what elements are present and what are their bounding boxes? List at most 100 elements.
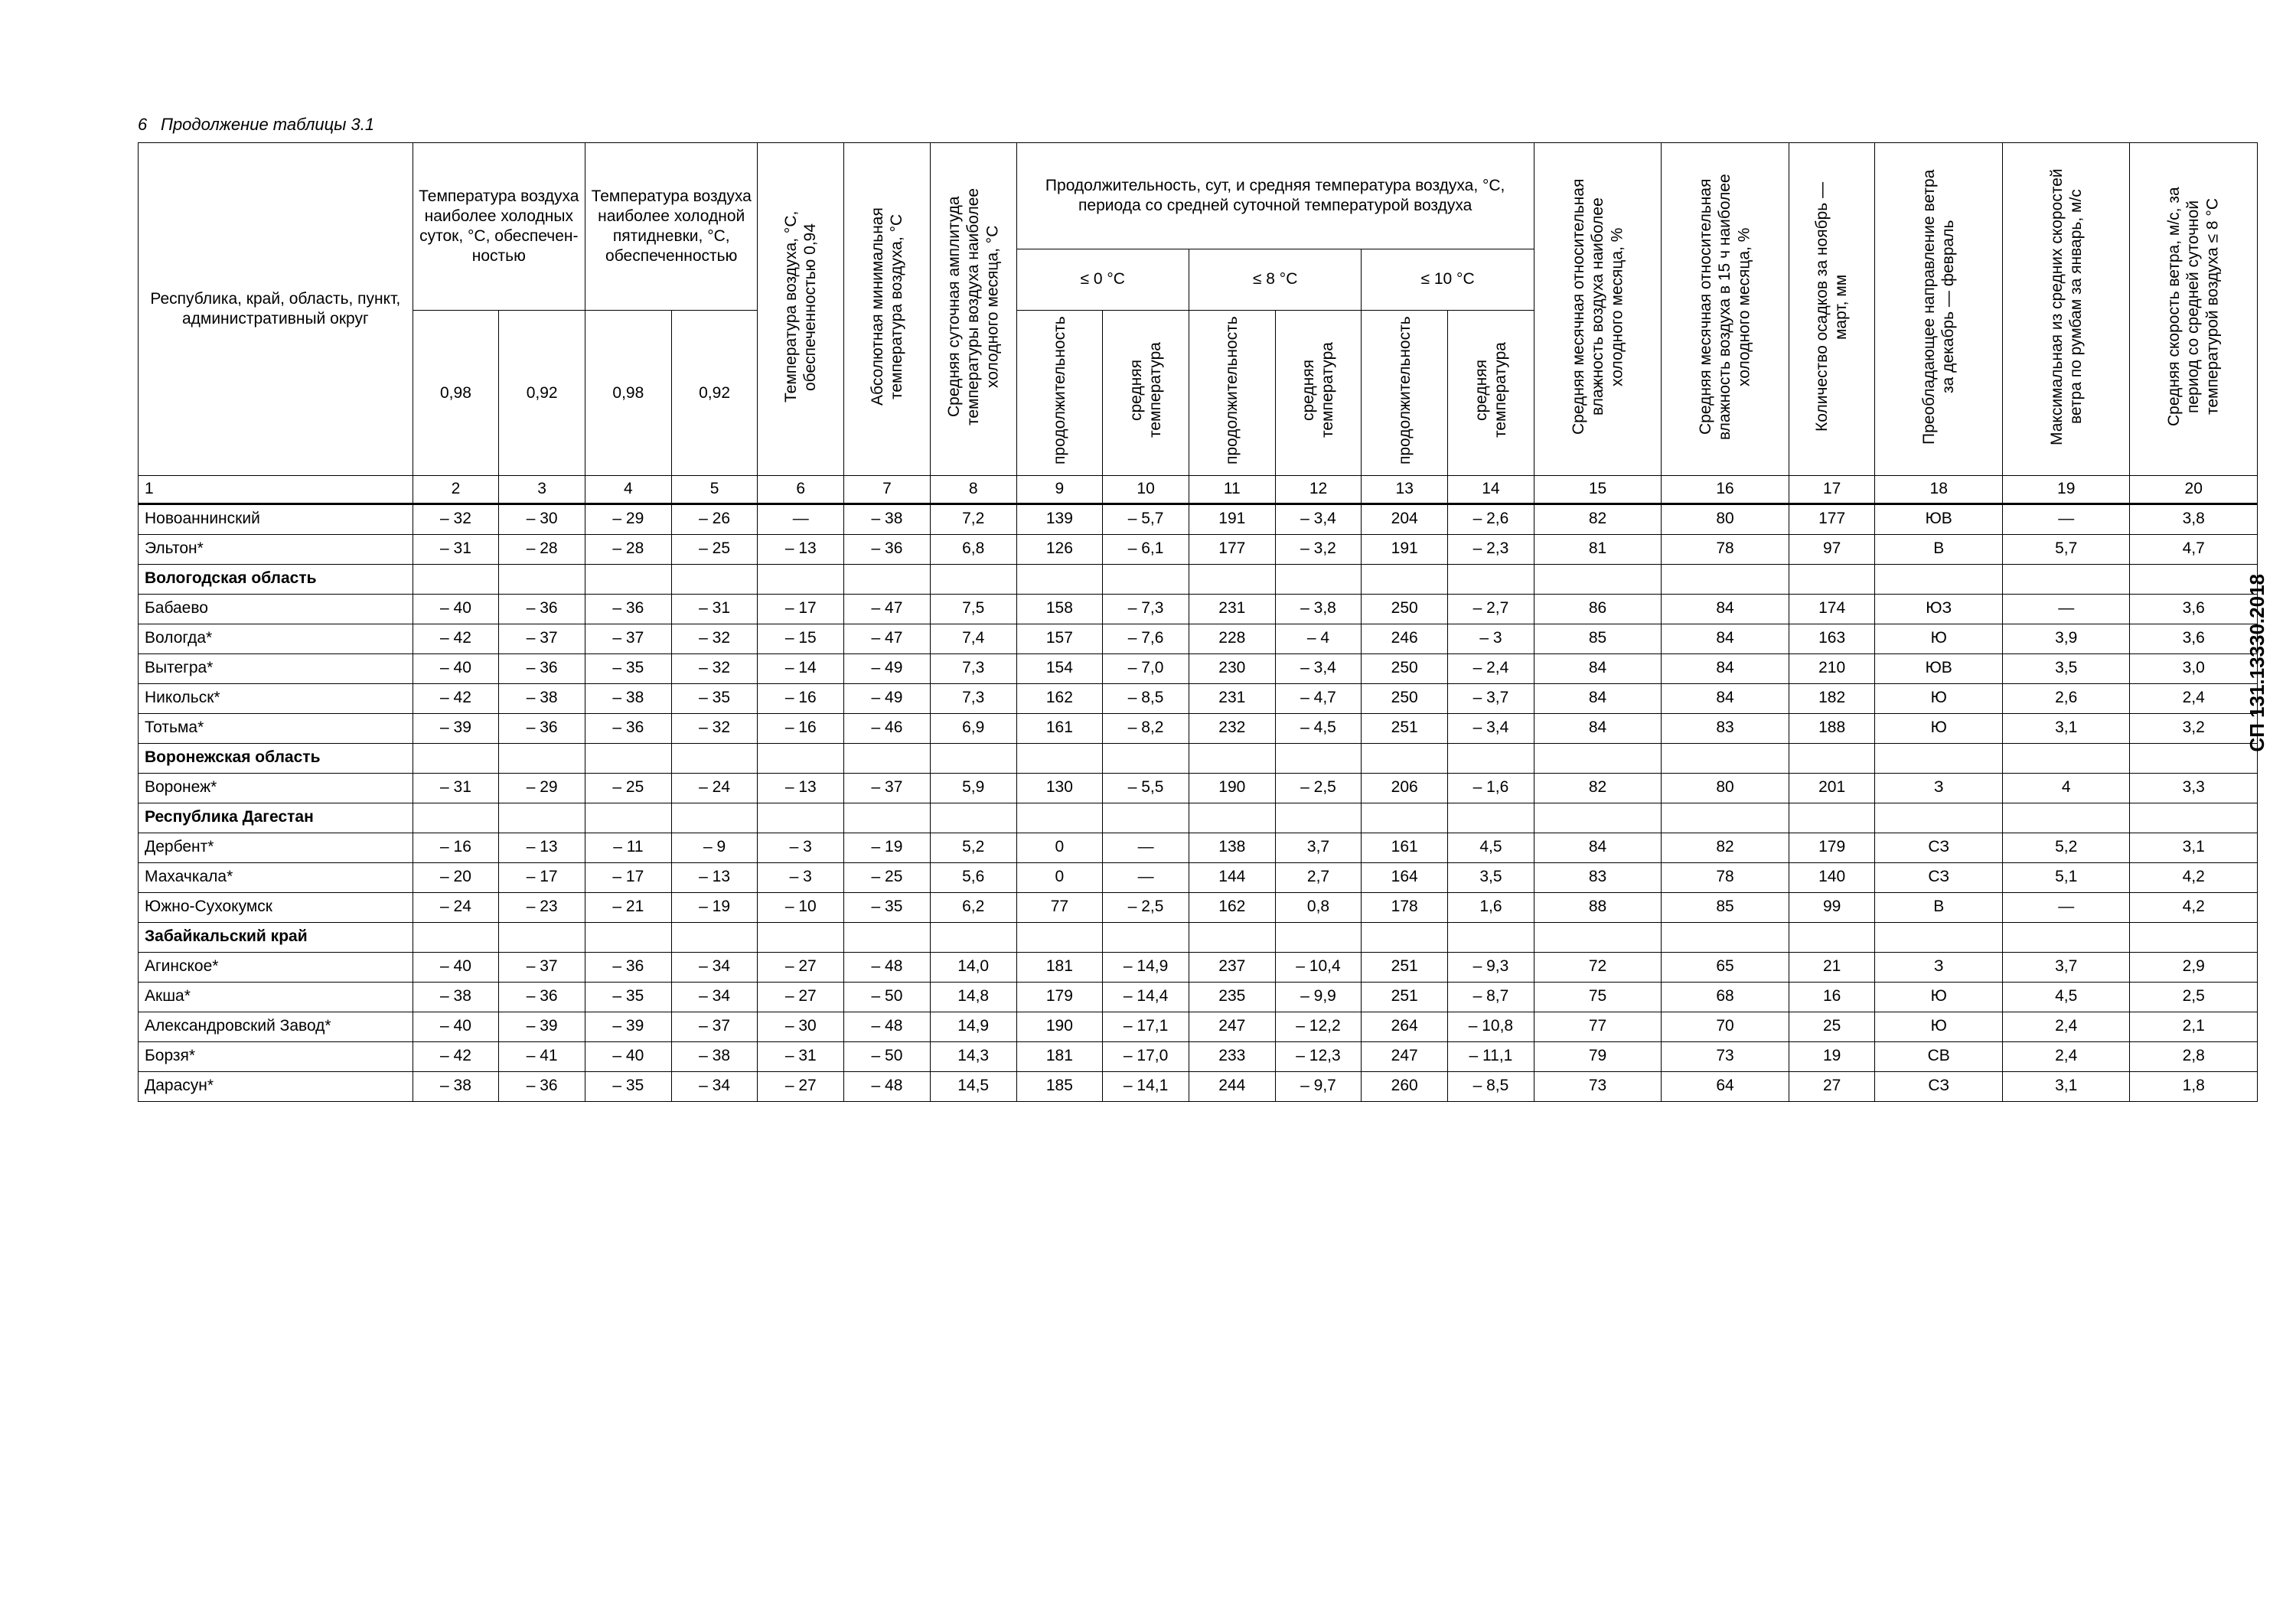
data-cell: – 49 bbox=[844, 683, 931, 713]
col-num: 4 bbox=[585, 476, 672, 504]
data-cell bbox=[930, 564, 1016, 594]
data-cell: – 36 bbox=[499, 653, 585, 683]
data-cell: – 9 bbox=[671, 833, 758, 862]
table-row: Тотьма*– 39– 36– 36– 32– 16– 466,9161– 8… bbox=[139, 713, 2258, 743]
data-cell: – 38 bbox=[499, 683, 585, 713]
hdr-7: Абсолютная минимальная температура возду… bbox=[844, 143, 931, 476]
data-cell: – 3,2 bbox=[1275, 534, 1362, 564]
data-cell: – 3,4 bbox=[1275, 653, 1362, 683]
data-cell: 86 bbox=[1534, 594, 1661, 624]
data-cell: – 12,2 bbox=[1275, 1012, 1362, 1041]
data-cell: – 8,5 bbox=[1103, 683, 1189, 713]
data-cell bbox=[758, 803, 844, 833]
data-cell: 2,5 bbox=[2130, 982, 2258, 1012]
table-row: Воронежская область bbox=[139, 743, 2258, 773]
data-cell: – 30 bbox=[499, 504, 585, 534]
data-cell: 244 bbox=[1189, 1071, 1275, 1101]
data-cell bbox=[1662, 922, 1789, 952]
table-row: Воронеж*– 31– 29– 25– 24– 13– 375,9130– … bbox=[139, 773, 2258, 803]
data-cell: 21 bbox=[1789, 952, 1875, 982]
col-num: 12 bbox=[1275, 476, 1362, 504]
data-cell: 3,1 bbox=[2002, 1071, 2129, 1101]
data-cell: – 2,5 bbox=[1103, 892, 1189, 922]
data-cell bbox=[758, 564, 844, 594]
data-cell: 64 bbox=[1662, 1071, 1789, 1101]
data-cell: 14,0 bbox=[930, 952, 1016, 982]
data-cell: 4,7 bbox=[2130, 534, 2258, 564]
hdr-15: Средняя месячная относительная влажность… bbox=[1534, 143, 1661, 476]
data-cell bbox=[499, 922, 585, 952]
data-cell: 2,1 bbox=[2130, 1012, 2258, 1041]
data-cell: – 6,1 bbox=[1103, 534, 1189, 564]
table-row: Дербент*– 16– 13– 11– 9– 3– 195,20—1383,… bbox=[139, 833, 2258, 862]
data-cell: – 31 bbox=[671, 594, 758, 624]
data-cell: 264 bbox=[1362, 1012, 1448, 1041]
table-row: Эльтон*– 31– 28– 28– 25– 13– 366,8126– 6… bbox=[139, 534, 2258, 564]
data-cell bbox=[1448, 922, 1534, 952]
data-cell: 231 bbox=[1189, 683, 1275, 713]
data-cell bbox=[1875, 743, 2002, 773]
data-cell: – 36 bbox=[585, 713, 672, 743]
data-cell bbox=[1448, 803, 1534, 833]
col-num: 19 bbox=[2002, 476, 2129, 504]
data-cell: – 35 bbox=[585, 653, 672, 683]
data-cell: 162 bbox=[1189, 892, 1275, 922]
data-cell bbox=[1189, 803, 1275, 833]
data-cell: Ю bbox=[1875, 982, 2002, 1012]
data-cell bbox=[1448, 564, 1534, 594]
data-cell: 78 bbox=[1662, 534, 1789, 564]
data-cell: 0 bbox=[1016, 862, 1103, 892]
data-cell: – 7,0 bbox=[1103, 653, 1189, 683]
data-cell: 14,9 bbox=[930, 1012, 1016, 1041]
hdr-11: продолжительность bbox=[1189, 311, 1275, 476]
data-cell: – 40 bbox=[413, 594, 499, 624]
data-cell: 237 bbox=[1189, 952, 1275, 982]
data-cell bbox=[1103, 803, 1189, 833]
col-num: 11 bbox=[1189, 476, 1275, 504]
data-cell: – 47 bbox=[844, 594, 931, 624]
hdr-16: Средняя месячная относи­тельная влажност… bbox=[1662, 143, 1789, 476]
hdr-sub0: ≤ 0 °C bbox=[1016, 249, 1189, 311]
data-cell: 3,2 bbox=[2130, 713, 2258, 743]
data-cell: 247 bbox=[1189, 1012, 1275, 1041]
table-row: Забайкальский край bbox=[139, 922, 2258, 952]
data-cell: – 32 bbox=[671, 713, 758, 743]
table-row: Вологда*– 42– 37– 37– 32– 15– 477,4157– … bbox=[139, 624, 2258, 653]
col-num: 9 bbox=[1016, 476, 1103, 504]
data-cell: 232 bbox=[1189, 713, 1275, 743]
region-cell: Республика Дагестан bbox=[139, 803, 413, 833]
data-cell: 2,7 bbox=[1275, 862, 1362, 892]
data-cell bbox=[844, 803, 931, 833]
data-cell bbox=[1189, 564, 1275, 594]
data-cell: – 4,7 bbox=[1275, 683, 1362, 713]
data-cell: 19 bbox=[1789, 1041, 1875, 1071]
region-cell: Вологодская область bbox=[139, 564, 413, 594]
data-cell: – 31 bbox=[758, 1041, 844, 1071]
data-cell: 2,9 bbox=[2130, 952, 2258, 982]
data-cell: – 13 bbox=[758, 773, 844, 803]
region-cell: Никольск* bbox=[139, 683, 413, 713]
table-body: Новоаннинский– 32– 30– 29– 26—– 387,2139… bbox=[139, 504, 2258, 1101]
hdr-3: 0,92 bbox=[499, 311, 585, 476]
table-row: Махачкала*– 20– 17– 17– 13– 3– 255,60—14… bbox=[139, 862, 2258, 892]
data-cell: 178 bbox=[1362, 892, 1448, 922]
hdr-13: продолжительность bbox=[1362, 311, 1448, 476]
data-cell: – 5,7 bbox=[1103, 504, 1189, 534]
data-cell: СЗ bbox=[1875, 833, 2002, 862]
region-cell: Воронеж* bbox=[139, 773, 413, 803]
data-cell: 5,7 bbox=[2002, 534, 2129, 564]
data-cell: 2,4 bbox=[2002, 1012, 2129, 1041]
data-cell: – 46 bbox=[844, 713, 931, 743]
data-cell: 14,5 bbox=[930, 1071, 1016, 1101]
data-cell: 3,3 bbox=[2130, 773, 2258, 803]
data-cell: 188 bbox=[1789, 713, 1875, 743]
data-cell: – 50 bbox=[844, 982, 931, 1012]
data-cell: – 3,8 bbox=[1275, 594, 1362, 624]
data-cell: 230 bbox=[1189, 653, 1275, 683]
data-cell: 7,4 bbox=[930, 624, 1016, 653]
data-cell: 77 bbox=[1016, 892, 1103, 922]
data-cell: – 10 bbox=[758, 892, 844, 922]
data-cell: 177 bbox=[1789, 504, 1875, 534]
data-cell: – 32 bbox=[413, 504, 499, 534]
data-cell bbox=[1016, 803, 1103, 833]
